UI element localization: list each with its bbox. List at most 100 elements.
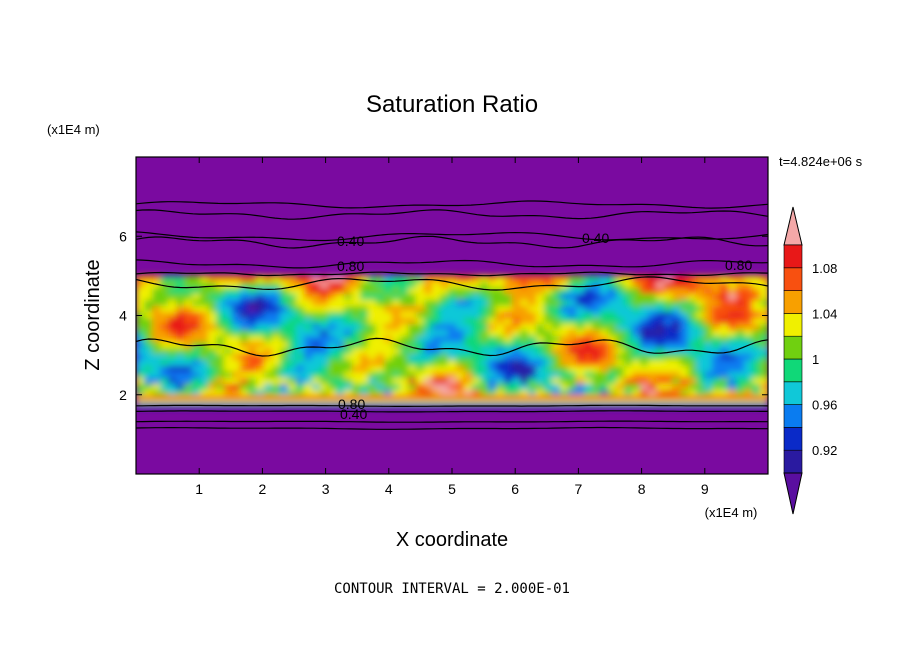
- field-cell: [392, 347, 401, 355]
- field-cell: [760, 305, 768, 313]
- field-cell: [168, 317, 177, 325]
- field-cell: [376, 359, 385, 367]
- field-cell: [144, 275, 153, 283]
- field-cell: [312, 389, 321, 397]
- field-cell: [376, 377, 385, 385]
- field-cell: [448, 293, 457, 301]
- field-cell: [376, 293, 385, 301]
- field-cell: [176, 371, 185, 379]
- field-cell: [264, 371, 273, 379]
- field-cell: [712, 359, 721, 367]
- field-cell: [384, 275, 393, 283]
- field-cell: [432, 293, 441, 301]
- field-cell: [440, 293, 449, 301]
- contour-line: [136, 271, 768, 277]
- field-cell: [320, 293, 329, 301]
- field-cell: [328, 317, 337, 325]
- field-cell: [744, 305, 753, 313]
- field-cell: [480, 347, 489, 355]
- field-cell: [264, 323, 273, 331]
- field-cell: [616, 341, 625, 349]
- y-axis-label: Z coordinate: [82, 259, 104, 370]
- field-cell: [240, 365, 249, 373]
- field-cell: [384, 317, 393, 325]
- field-cell: [440, 275, 449, 283]
- field-cell: [632, 305, 641, 313]
- field-cell: [704, 323, 713, 331]
- field-cell: [592, 341, 601, 349]
- field-cell: [192, 275, 201, 283]
- field-cell: [248, 383, 257, 391]
- field-cell: [624, 353, 633, 361]
- field-cell: [568, 305, 577, 313]
- field-cell: [392, 383, 401, 391]
- field-cell: [520, 353, 529, 361]
- field-cell: [560, 377, 569, 385]
- field-cell: [616, 293, 625, 301]
- field-cell: [624, 371, 633, 379]
- field-cell: [160, 323, 169, 331]
- field-cell: [688, 335, 697, 343]
- field-cell: [352, 389, 361, 397]
- field-cell: [400, 353, 409, 361]
- field-cell: [152, 317, 161, 325]
- field-cell: [312, 347, 321, 355]
- field-cell: [136, 275, 145, 283]
- field-cell: [504, 377, 513, 385]
- field-cell: [344, 317, 353, 325]
- field-cell: [352, 365, 361, 373]
- field-cell: [432, 335, 441, 343]
- field-cell: [680, 353, 689, 361]
- field-cell: [576, 299, 585, 307]
- field-cell: [456, 293, 465, 301]
- field-cell: [464, 317, 473, 325]
- field-cell: [200, 311, 209, 319]
- field-cell: [544, 311, 553, 319]
- field-cell: [488, 311, 497, 319]
- field-cell: [176, 299, 185, 307]
- field-cell: [496, 359, 505, 367]
- field-cell: [672, 299, 681, 307]
- field-cell: [240, 335, 249, 343]
- field-cell: [328, 335, 337, 343]
- field-cell: [648, 359, 657, 367]
- field-cell: [256, 275, 265, 283]
- field-cell: [520, 287, 529, 295]
- field-cell: [264, 383, 273, 391]
- field-cell: [432, 287, 441, 295]
- field-cell: [736, 281, 745, 289]
- field-cell: [384, 287, 393, 295]
- field-cell: [232, 299, 241, 307]
- field-cell: [504, 383, 513, 391]
- field-cell: [456, 329, 465, 337]
- field-cell: [440, 371, 449, 379]
- field-cell: [520, 311, 529, 319]
- field-cell: [408, 377, 417, 385]
- field-cell: [296, 317, 305, 325]
- field-cell: [216, 305, 225, 313]
- field-cell: [272, 299, 281, 307]
- field-cell: [544, 341, 553, 349]
- field-cell: [528, 329, 537, 337]
- field-cell: [576, 305, 585, 313]
- field-cell: [392, 275, 401, 283]
- field-cell: [304, 377, 313, 385]
- field-cell: [136, 329, 145, 337]
- field-cell: [272, 335, 281, 343]
- field-cell: [136, 335, 145, 343]
- field-cell: [472, 377, 481, 385]
- field-cell: [664, 377, 673, 385]
- field-cell: [632, 377, 641, 385]
- field-cell: [400, 323, 409, 331]
- field-cell: [624, 281, 633, 289]
- field-cell: [328, 383, 337, 391]
- field-cell: [232, 389, 241, 397]
- field-cell: [696, 317, 705, 325]
- field-cell: [712, 353, 721, 361]
- field-cell: [200, 317, 209, 325]
- field-cell: [440, 383, 449, 391]
- field-cell: [288, 347, 297, 355]
- field-cell: [464, 389, 473, 397]
- field-cell: [688, 365, 697, 373]
- field-cell: [320, 341, 329, 349]
